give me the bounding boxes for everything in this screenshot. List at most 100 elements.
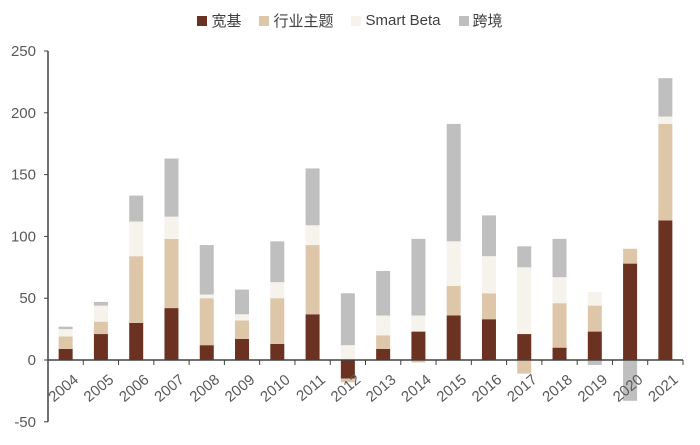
legend-label: Smart Beta bbox=[365, 12, 441, 29]
bar-segment bbox=[481, 256, 496, 294]
bar-segment bbox=[164, 158, 179, 217]
bar-segment bbox=[305, 245, 320, 315]
bar-segment bbox=[411, 315, 426, 332]
bar-segment bbox=[376, 348, 391, 360]
bar-segment bbox=[481, 319, 496, 360]
bar-segment bbox=[199, 345, 214, 360]
bar-segment bbox=[658, 123, 673, 221]
bar-segment bbox=[164, 308, 179, 360]
bar-segment bbox=[340, 360, 355, 379]
x-tick-label: 2007 bbox=[151, 371, 187, 405]
bar-segment bbox=[587, 360, 602, 365]
bar-segment bbox=[93, 321, 108, 335]
bar-segment bbox=[587, 331, 602, 360]
x-tick-label: 2011 bbox=[293, 371, 329, 405]
bar-segment bbox=[129, 322, 144, 360]
bar-segment bbox=[446, 285, 461, 316]
bar-segment bbox=[340, 345, 355, 360]
legend-label: 行业主题 bbox=[273, 13, 334, 30]
bar-segment bbox=[305, 168, 320, 226]
bar-segment bbox=[270, 241, 285, 283]
x-tick-label: 2021 bbox=[645, 371, 681, 405]
bar-segment bbox=[129, 256, 144, 323]
bar-segment bbox=[305, 314, 320, 360]
bar-segment bbox=[517, 246, 532, 268]
x-tick-label: 2012 bbox=[328, 371, 364, 405]
bar-segment bbox=[446, 315, 461, 360]
bar-segment bbox=[305, 225, 320, 246]
x-tick-label: 2008 bbox=[187, 371, 223, 405]
bar-segment bbox=[623, 360, 638, 401]
axes: -50 0 50 100 150 200 250 bbox=[11, 43, 684, 431]
bar-segment bbox=[58, 348, 73, 360]
bar-segment bbox=[446, 241, 461, 286]
x-tick-label: 2017 bbox=[504, 371, 540, 405]
bar-segment bbox=[446, 123, 461, 242]
x-tick-label: 2015 bbox=[433, 371, 469, 405]
y-tick-label: 50 bbox=[19, 290, 36, 307]
bar-segment bbox=[58, 326, 73, 330]
legend-item: 宽基 bbox=[197, 10, 241, 31]
x-tick-label: 2014 bbox=[398, 371, 434, 405]
legend-item: 跨境 bbox=[458, 10, 503, 31]
bar-segment bbox=[340, 378, 355, 383]
bar-segment bbox=[481, 215, 496, 257]
y-tick-label: 100 bbox=[11, 228, 36, 245]
legend-swatch-icon bbox=[458, 15, 469, 26]
bar-segment bbox=[411, 360, 426, 363]
legend-label: 宽基 bbox=[211, 13, 242, 30]
bar-segment bbox=[552, 347, 567, 360]
bar-segment bbox=[235, 289, 250, 315]
x-tick-label: 2006 bbox=[116, 371, 152, 405]
legend-label: 跨境 bbox=[472, 13, 503, 30]
x-tick-label: 2009 bbox=[222, 371, 258, 405]
bar-segment bbox=[199, 245, 214, 295]
bar-segment bbox=[517, 360, 532, 374]
bar-segment bbox=[376, 335, 391, 349]
bar-segment bbox=[376, 271, 391, 316]
bar-segment bbox=[658, 116, 673, 124]
bar-segment bbox=[411, 238, 426, 316]
bar-segment bbox=[552, 303, 567, 348]
bar-segment bbox=[376, 315, 391, 336]
bar-segment bbox=[199, 298, 214, 346]
bar-segment bbox=[623, 263, 638, 360]
bar-segment bbox=[270, 343, 285, 360]
x-tick-label: 2013 bbox=[363, 371, 399, 405]
bar-segment bbox=[411, 331, 426, 360]
bar-segment bbox=[481, 293, 496, 320]
legend-item: 行业主题 bbox=[259, 10, 333, 31]
bar-segment bbox=[658, 220, 673, 360]
x-tick-label: 2018 bbox=[539, 371, 575, 405]
x-tick-label: 2005 bbox=[81, 371, 117, 405]
y-tick-label: 250 bbox=[11, 43, 36, 60]
x-tick-label: 2016 bbox=[469, 371, 505, 405]
bar-segment bbox=[93, 301, 108, 306]
bar-segment bbox=[517, 334, 532, 360]
bar-segment bbox=[164, 238, 179, 309]
bar-segment bbox=[340, 293, 355, 346]
legend-swatch-icon bbox=[197, 15, 208, 26]
bar-segment bbox=[199, 294, 214, 299]
bar-segment bbox=[58, 336, 73, 349]
bar-segment bbox=[552, 277, 567, 304]
chart-legend: 宽基 行业主题 Smart Beta 跨境 bbox=[0, 10, 700, 31]
legend-item: Smart Beta bbox=[351, 10, 441, 31]
y-tick-label: 0 bbox=[28, 352, 36, 369]
x-tick-label: 2004 bbox=[45, 371, 81, 405]
bar-segment bbox=[270, 298, 285, 344]
bar-segment bbox=[93, 305, 108, 322]
bar-segment bbox=[93, 334, 108, 360]
legend-swatch-icon bbox=[259, 15, 270, 26]
bar-segment bbox=[517, 267, 532, 335]
x-tick-label: 2010 bbox=[257, 371, 293, 405]
bar-segment bbox=[235, 338, 250, 360]
bar-segment bbox=[129, 195, 144, 222]
legend-swatch-icon bbox=[351, 15, 362, 26]
bar-segment bbox=[129, 221, 144, 257]
bar-segment bbox=[658, 78, 673, 117]
y-tick-label: -50 bbox=[14, 414, 36, 431]
bars bbox=[58, 78, 673, 401]
